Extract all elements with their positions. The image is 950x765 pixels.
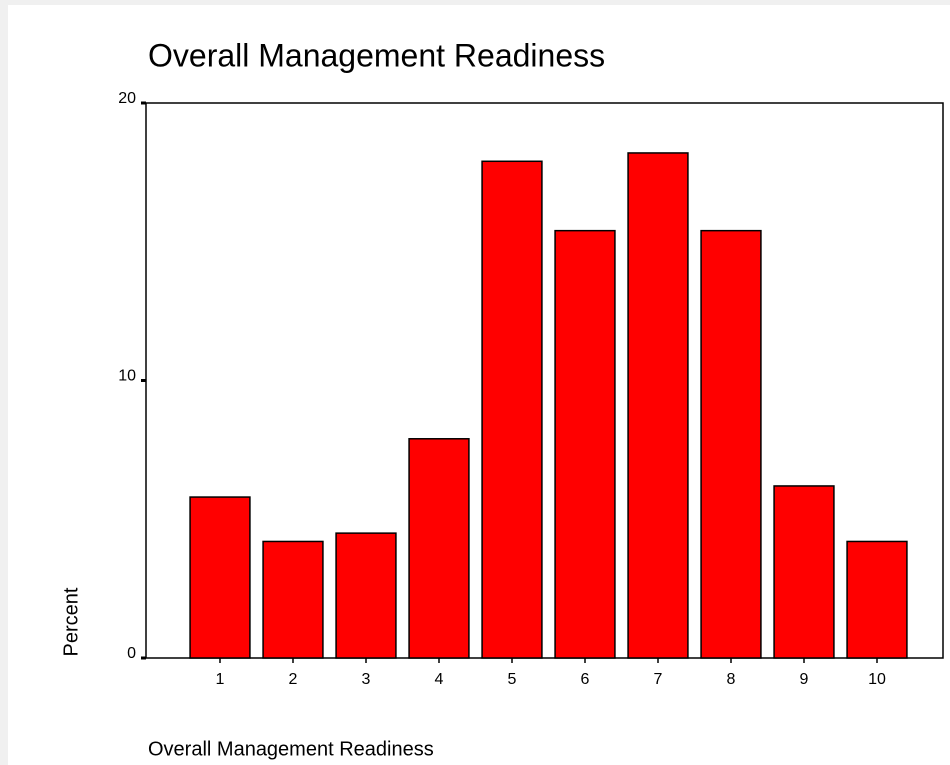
chart-title: Overall Management Readiness [148, 37, 605, 73]
x-tick-label: 2 [289, 671, 298, 688]
bar [408, 438, 470, 659]
x-tick-label: 3 [362, 671, 371, 688]
x-tick-label: 9 [800, 671, 809, 688]
bar [846, 540, 908, 659]
x-tick-label: 6 [581, 671, 590, 688]
bar [554, 229, 616, 659]
x-tick-label: 5 [508, 671, 517, 688]
x-tick-label: 10 [868, 671, 886, 688]
bar [262, 540, 324, 659]
bar [700, 229, 762, 659]
bar [189, 496, 251, 659]
y-tick-label: 0 [127, 645, 136, 662]
y-tick-label: 20 [118, 90, 136, 107]
bar [773, 485, 835, 659]
bar [481, 160, 543, 659]
x-tick-label: 4 [435, 671, 444, 688]
x-tick-label: 1 [216, 671, 225, 688]
x-tick-label: 8 [727, 671, 736, 688]
y-axis-label: Percent [60, 587, 82, 656]
bar [335, 532, 397, 659]
x-tick-label: 7 [654, 671, 663, 688]
bar [627, 152, 689, 659]
y-tick-label: 10 [118, 368, 136, 385]
x-axis-label: Overall Management Readiness [148, 738, 434, 760]
